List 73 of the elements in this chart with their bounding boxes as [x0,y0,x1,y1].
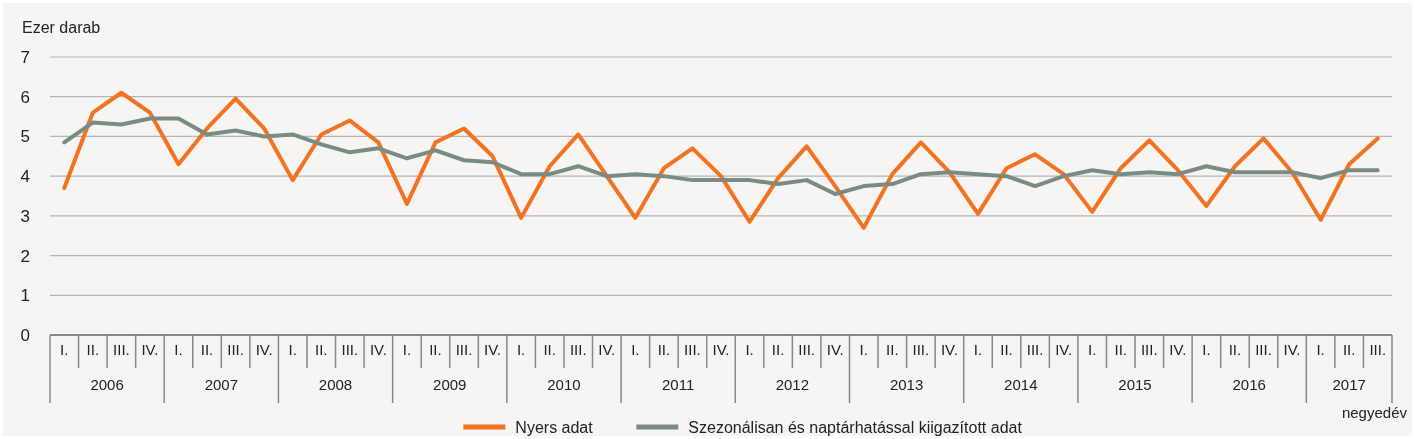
x-tick-label: II. [1228,341,1242,358]
legend-label: Nyers adat [515,418,594,436]
x-tick-label: II. [429,341,442,358]
x-tick-label: II. [771,341,785,358]
y-tick-label: 7 [20,47,30,67]
x-tick-label: I. [1088,341,1097,358]
x-tick-label: III. [912,341,930,358]
text: 2007 [204,376,239,393]
x-tick-label: II. [886,341,899,358]
x-tick-label: IV. [1169,341,1187,358]
x-tick-label: II. [543,341,556,358]
text: 2016 [1232,376,1266,393]
x-tick-label: IV. [940,341,958,358]
x-tick-label: IV. [1283,341,1301,358]
x-tick-label: III. [684,341,701,358]
x-tick-label: I. [402,341,412,358]
x-tick-label: IV. [484,341,502,358]
x-tick-label: I. [745,341,754,358]
x-tick-label: II. [1114,341,1127,358]
y-axis-title: Ezer darab [22,19,101,36]
y-tick-label: 2 [20,246,30,266]
x-tick-label: III. [1026,341,1044,358]
legend-label: Szezonálisan és naptárhatással kiigazított adat [688,418,1023,436]
line-series [62,116,1380,197]
x-tick-label: I. [631,341,640,358]
x-tick-label: III. [569,341,587,358]
x-tick-label: II. [1000,341,1013,358]
x-tick-label: IV. [255,341,273,358]
x-tick-label: I. [1316,341,1325,358]
x-tick-label: III. [1140,341,1158,358]
x-tick-label: IV. [826,341,844,358]
line-series [62,90,1380,230]
text: 2014 [1004,376,1038,393]
y-tick-label: 0 [20,325,30,345]
y-tick-label: 1 [20,286,30,306]
x-tick-label: I. [60,341,69,358]
x-tick-label: III. [113,341,130,358]
y-tick-label: 5 [20,127,30,147]
x-tick-label: IV. [712,341,730,358]
x-tick-label: III. [455,341,473,358]
text: 2009 [433,376,467,393]
x-tick-label: II. [1342,341,1356,358]
x-tick-label: III. [341,341,359,358]
x-tick-label: I. [859,341,868,358]
text: 2015 [1118,376,1152,393]
x-tick-label: II. [657,341,671,358]
x-tick-label: IV. [369,341,387,358]
x-tick-label: III. [1255,341,1272,358]
x-tick-label: I. [516,341,526,358]
text: 2013 [889,376,924,393]
y-tick-label: 4 [20,167,30,187]
x-tick-label: III. [1369,341,1387,358]
text: 2017 [1332,376,1366,393]
x-tick-label: III. [798,341,815,358]
text: 2010 [547,376,581,393]
x-tick-label: II. [200,341,214,358]
x-tick-label: III. [227,341,244,358]
x-tick-label: II. [315,341,328,358]
x-tick-label: IV. [1055,341,1073,358]
x-tick-label: IV. [141,341,159,358]
x-tick-label: I. [973,341,983,358]
x-tick-label: II. [86,341,100,358]
text: 2006 [90,376,124,393]
x-tick-label: I. [1202,341,1211,358]
y-tick-label: 6 [20,87,30,107]
x-tick-label: IV. [598,341,616,358]
x-tick-label: I. [288,341,297,358]
text: 2011 [662,376,695,393]
x-tick-label: I. [174,341,183,358]
text: 2012 [775,376,810,393]
x-axis-title: negyedév [1341,404,1408,421]
y-tick-label: 3 [20,206,30,226]
text: 2008 [318,376,353,393]
